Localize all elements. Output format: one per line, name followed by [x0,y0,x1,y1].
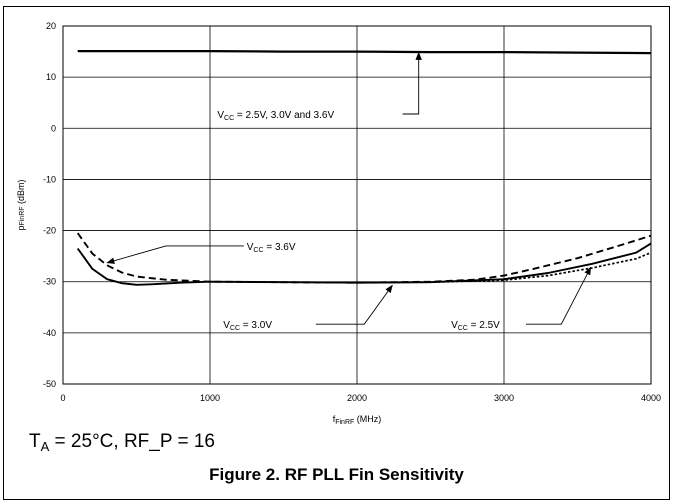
x-tick-label: 0 [60,393,65,403]
x-axis-label: fFinRF (MHz) [333,414,382,426]
x-tick-label: 3000 [494,393,514,403]
x-tick-label: 1000 [200,393,220,403]
series-line-2 [76,242,652,286]
series-line-0 [77,49,652,55]
y-axis-label: pFinRF (dBm) [16,179,26,230]
figure-caption: Figure 2. RF PLL Fin Sensitivity [209,465,464,484]
y-tick-label: -40 [43,328,56,338]
annotation-label-0: VCC = 2.5V, 3.0V and 3.6V [217,110,334,122]
annotation-label-3: VCC = 2.5V [451,320,500,332]
y-tick-label: 10 [46,72,56,82]
x-tick-label: 2000 [347,393,367,403]
series-line-1 [76,232,652,284]
annotation-leader-3 [526,266,592,325]
y-tick-label: -20 [43,226,56,236]
test-conditions: TA = 25°C, RF_P = 16 [29,431,215,454]
y-tick-label: 0 [51,123,56,133]
annotation-leader-2 [315,284,393,325]
y-tick-label: 20 [46,21,56,31]
y-tick-label: -50 [43,379,56,389]
annotation-label-1: VCC = 3.6V [247,242,296,254]
y-tick-label: -30 [43,277,56,287]
series-line-3 [356,251,652,284]
plot-area-border [62,25,652,385]
annotation-leader-1 [106,245,244,264]
chart-frame [3,6,670,500]
annotation-leader-0 [402,51,422,115]
annotation-label-2: VCC = 3.0V [223,320,272,332]
chart-svg: 20 10 0 -10 -20 -30 -40 -50 0 1000 2000 3000 4000 fFi… [16,21,661,426]
y-tick-label: -10 [43,174,56,184]
x-tick-label: 4000 [641,393,661,403]
